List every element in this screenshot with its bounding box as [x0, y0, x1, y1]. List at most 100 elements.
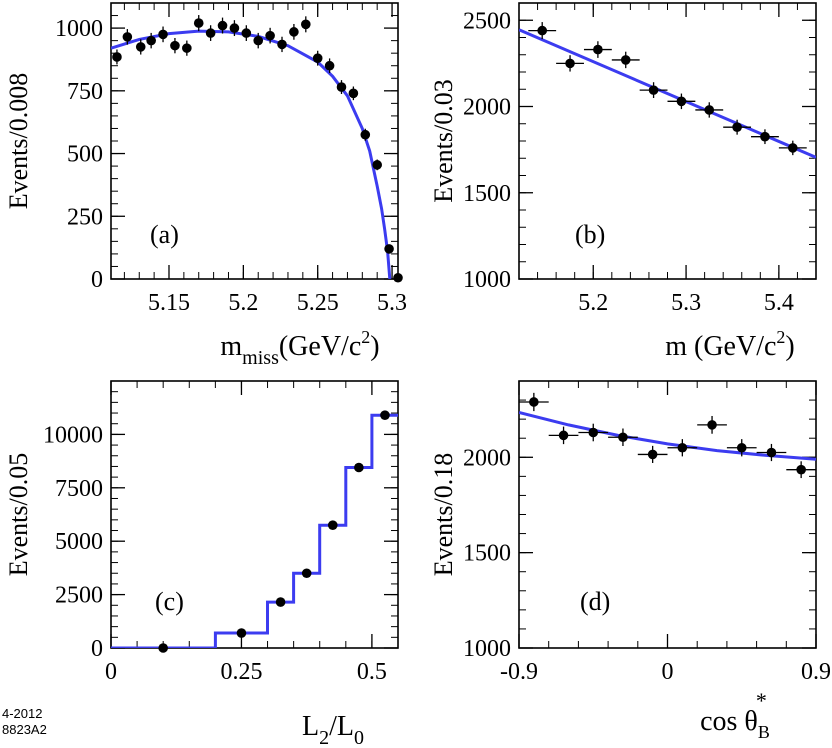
x-label-sup: * [756, 688, 767, 713]
data-point [324, 58, 335, 74]
figure-code-line1: 4-2012 [2, 706, 42, 721]
data-point [556, 55, 584, 72]
panel-label: (d) [580, 587, 610, 616]
data-point [236, 628, 247, 638]
x-label-rest: (GeV/c [279, 331, 361, 362]
data-point [360, 128, 371, 141]
data-point [393, 272, 403, 283]
x-tick-label: 5.3 [671, 290, 701, 316]
y-tick-label: 1500 [463, 181, 511, 207]
marker [324, 60, 335, 71]
data-point [667, 439, 698, 457]
marker [312, 53, 323, 63]
x-tick-label: 5.3 [377, 290, 407, 316]
y-axis-label: Events/0.008 [4, 73, 33, 210]
data-point [726, 439, 757, 457]
x-tick-label: 0 [662, 659, 674, 685]
marker [593, 44, 603, 55]
x-tick-label: 0 [105, 659, 117, 685]
y-tick-label: 0 [91, 267, 103, 293]
marker [620, 55, 631, 65]
marker [537, 25, 548, 36]
data-point [312, 50, 323, 66]
data-point [241, 25, 252, 41]
data-point [135, 39, 146, 55]
y-axis-label: Events/0.18 [429, 453, 458, 577]
marker [588, 427, 599, 438]
marker [205, 28, 216, 38]
data-point [667, 93, 696, 110]
marker [217, 20, 228, 31]
data-point [275, 597, 286, 607]
marker [301, 19, 311, 30]
data-point [528, 22, 557, 40]
panel-label: (b) [575, 220, 605, 249]
marker [122, 32, 133, 42]
data-point [277, 36, 287, 53]
x-label-sub: 2 [319, 727, 329, 748]
data-point [380, 410, 390, 420]
y-tick-label: 2500 [55, 583, 103, 609]
marker [707, 420, 717, 430]
marker [348, 88, 359, 99]
x-label-rest: /L [329, 711, 354, 742]
marker [372, 160, 382, 170]
panel-d: -0.9 0 0.9 1000 1500 2000 (d) Events/0.18 cos θB… [429, 380, 831, 742]
x-label-main: m [665, 331, 687, 362]
y-tick-label: 750 [67, 79, 103, 105]
marker [182, 43, 192, 53]
data-point [217, 17, 228, 34]
x-tick-label: 5.4 [764, 290, 794, 316]
data-point [778, 140, 807, 156]
panel-c: 0 0.25 0.5 0 2500 5000 7500 10000 (c) Events/0.05… [4, 380, 399, 748]
fit-curve [519, 28, 816, 159]
marker [289, 27, 299, 37]
panel-label: (a) [150, 220, 179, 249]
x-label-sub2: 0 [354, 727, 364, 748]
data-point [578, 423, 609, 442]
y-tick-label: 10000 [43, 422, 103, 448]
y-tick-label: 1500 [463, 541, 511, 567]
marker [301, 568, 312, 579]
data-point [384, 244, 394, 254]
data-point [697, 415, 727, 434]
y-tick-label: 0 [91, 636, 103, 662]
marker [275, 597, 286, 607]
marker [380, 410, 390, 420]
figure-code-line2: 8823A2 [2, 722, 47, 737]
marker [135, 42, 146, 52]
marker [648, 85, 659, 95]
data-point [122, 29, 133, 45]
fit-curve [111, 29, 392, 279]
marker [158, 643, 168, 653]
data-point [608, 428, 638, 447]
fit-curve [519, 411, 816, 461]
x-label-sup: 2 [361, 327, 370, 347]
marker [676, 96, 687, 107]
marker [529, 397, 539, 407]
marker [327, 520, 338, 530]
data-point [205, 25, 216, 41]
y-tick-label: 2000 [463, 95, 511, 121]
plot-frame [518, 380, 817, 649]
marker [618, 432, 628, 443]
data-point [519, 392, 549, 412]
x-label-end: ) [370, 331, 379, 362]
x-label-main: cos θ [700, 706, 758, 737]
x-tick-label: 0.25 [220, 659, 262, 685]
y-tick-label: 7500 [55, 476, 103, 502]
marker [277, 39, 287, 50]
marker [565, 58, 575, 69]
panel-a: 5.15 5.2 5.25 5.3 0 250 500 750 1000 (a) Events/0.… [4, 2, 407, 369]
data-point [158, 643, 168, 653]
data-point [354, 462, 364, 473]
x-tick-label: 5.25 [297, 290, 339, 316]
data-point [112, 49, 122, 65]
y-tick-label: 500 [67, 142, 103, 168]
data-point [289, 23, 299, 40]
marker [336, 82, 347, 92]
data-point [786, 461, 816, 479]
marker [393, 272, 403, 283]
data-point [265, 27, 275, 44]
